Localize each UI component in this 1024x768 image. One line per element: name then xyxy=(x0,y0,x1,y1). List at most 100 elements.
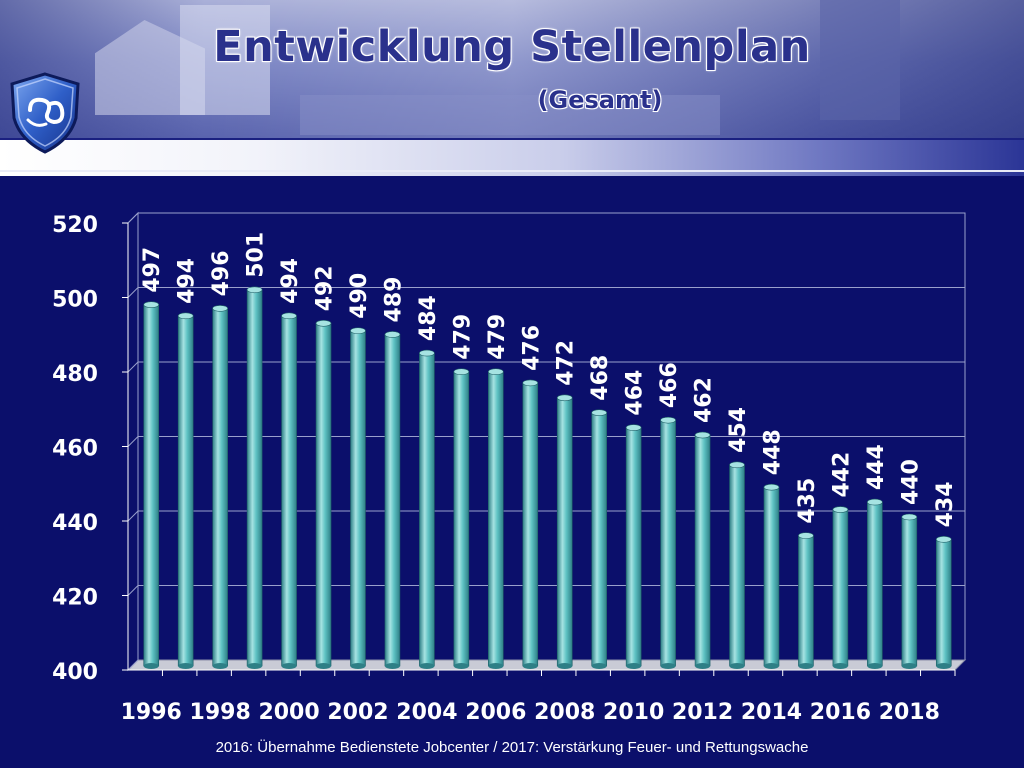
header-gradient-band xyxy=(0,138,1024,176)
data-label: 454 xyxy=(726,407,751,453)
bar xyxy=(315,322,332,667)
gridline-diagonal xyxy=(127,287,139,298)
y-tick-label: 480 xyxy=(52,362,98,387)
header-building xyxy=(820,0,900,120)
x-tick-label: 2010 xyxy=(603,700,664,725)
bar-cap xyxy=(729,461,745,469)
bar-base xyxy=(660,663,676,669)
bar-base xyxy=(557,663,573,669)
bar-cap xyxy=(867,498,883,506)
bar-base xyxy=(143,663,159,669)
gridline-diagonal xyxy=(127,212,139,224)
x-tick-label: 2016 xyxy=(810,700,871,725)
data-label: 490 xyxy=(347,273,372,319)
data-label: 464 xyxy=(623,370,648,416)
bar xyxy=(763,486,780,667)
y-tick-label: 420 xyxy=(52,586,98,611)
x-tick-label: 2008 xyxy=(534,700,595,725)
bar xyxy=(901,516,918,667)
x-tick-label: 2014 xyxy=(741,700,802,725)
gridline-diagonal xyxy=(127,510,139,522)
bar xyxy=(177,315,194,667)
bar-base xyxy=(419,663,435,669)
y-tick-label: 460 xyxy=(52,437,98,462)
bar-base xyxy=(729,663,745,669)
bar-cap xyxy=(660,416,676,424)
data-label: 435 xyxy=(795,478,820,524)
bar xyxy=(212,308,228,667)
y-tick-label: 400 xyxy=(52,660,98,685)
data-label: 476 xyxy=(519,325,544,371)
footnote: 2016: Übernahme Bedienstete Jobcenter / … xyxy=(215,739,809,756)
bar xyxy=(935,539,952,667)
bar-cap xyxy=(177,312,194,320)
bar-base xyxy=(488,663,504,669)
bar xyxy=(143,304,160,667)
bar xyxy=(625,427,642,667)
bar xyxy=(694,434,711,667)
x-tick-label: 2012 xyxy=(672,700,733,725)
data-label: 462 xyxy=(692,377,717,423)
bar xyxy=(350,330,366,667)
bar-base xyxy=(350,663,366,669)
bar xyxy=(556,397,573,667)
bar xyxy=(832,509,849,667)
data-label: 442 xyxy=(829,452,854,498)
bar-base xyxy=(867,663,883,669)
bar xyxy=(384,334,401,667)
bar xyxy=(419,352,435,667)
data-label: 496 xyxy=(209,250,234,296)
x-tick-label: 2000 xyxy=(258,700,319,725)
bar-base xyxy=(316,663,332,669)
bar-cap xyxy=(798,532,814,539)
bar-cap xyxy=(384,331,401,338)
bar-cap xyxy=(453,368,470,376)
bar xyxy=(729,464,745,667)
header-banner: Entwicklung Stellenplan (Gesamt) xyxy=(0,0,1024,138)
data-label: 494 xyxy=(278,258,303,304)
bar xyxy=(660,419,676,667)
bar-cap xyxy=(832,506,849,513)
bar-cap xyxy=(419,349,435,357)
bar-cap xyxy=(350,327,366,335)
gridline-diagonal xyxy=(127,585,139,596)
bar-base xyxy=(936,663,952,669)
header-divider xyxy=(0,170,1024,172)
bar-cap xyxy=(488,368,504,376)
x-tick-label: 2004 xyxy=(396,700,457,725)
bar-base xyxy=(212,663,228,669)
x-tick-label: 2002 xyxy=(327,700,388,725)
data-label: 501 xyxy=(244,232,269,278)
page-subtitle-text: (Gesamt) xyxy=(537,86,663,114)
bar-cap xyxy=(901,513,918,521)
bar-base xyxy=(695,663,711,669)
data-label: 497 xyxy=(140,247,165,293)
plot-area-top xyxy=(128,213,965,223)
data-label: 472 xyxy=(554,340,579,386)
data-label: 468 xyxy=(588,355,613,401)
bar-cap xyxy=(763,483,780,491)
data-label: 489 xyxy=(381,277,406,323)
bar-cap xyxy=(212,305,228,312)
page-subtitle: (Gesamt) xyxy=(0,86,1024,114)
y-tick-label: 500 xyxy=(52,288,98,313)
bar-base xyxy=(798,663,814,669)
data-label: 479 xyxy=(485,314,510,360)
bar xyxy=(281,315,297,667)
bar-cap xyxy=(246,286,263,294)
bar-cap xyxy=(281,312,297,320)
data-label: 479 xyxy=(450,314,475,360)
bar-base xyxy=(281,663,297,669)
data-label: 466 xyxy=(657,362,682,408)
bar xyxy=(798,535,814,667)
bar xyxy=(867,501,883,667)
data-label: 494 xyxy=(175,258,200,304)
bar-base xyxy=(591,663,607,669)
bar-cap xyxy=(935,536,952,543)
bar-cap xyxy=(522,379,539,387)
bar-cap xyxy=(694,431,711,439)
data-label: 440 xyxy=(898,459,923,505)
bar-base xyxy=(384,663,400,669)
bar-base xyxy=(453,663,469,669)
